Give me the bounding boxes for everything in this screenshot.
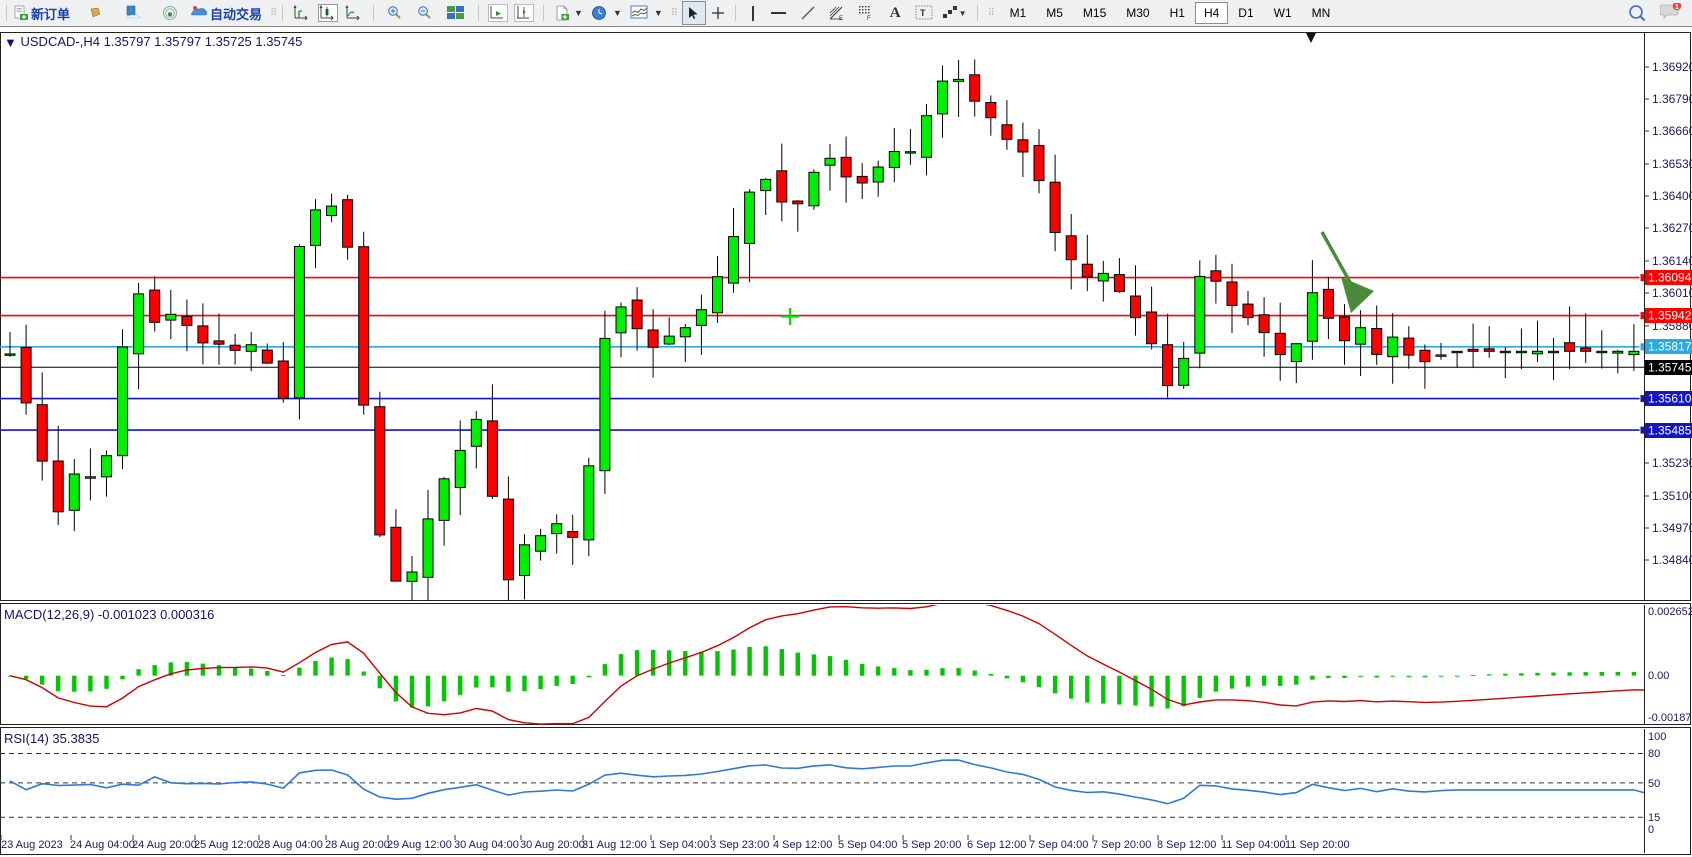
svg-text:6 Sep 12:00: 6 Sep 12:00 <box>967 839 1026 851</box>
svg-text:24 Aug 04:00: 24 Aug 04:00 <box>70 839 135 851</box>
svg-text:-0.001879: -0.001879 <box>1648 712 1692 724</box>
svg-text:11 Sep 20:00: 11 Sep 20:00 <box>1285 839 1350 851</box>
svg-text:24 Aug 20:00: 24 Aug 20:00 <box>132 839 197 851</box>
svg-text:1.34840: 1.34840 <box>1652 553 1692 567</box>
svg-text:1.36790: 1.36790 <box>1652 92 1692 106</box>
svg-text:1.36530: 1.36530 <box>1652 157 1692 171</box>
svg-text:0.002652: 0.002652 <box>1648 606 1692 618</box>
svg-text:1.36400: 1.36400 <box>1652 189 1692 203</box>
svg-text:23 Aug 2023: 23 Aug 2023 <box>1 839 63 851</box>
svg-text:31 Aug 12:00: 31 Aug 12:00 <box>582 839 647 851</box>
svg-text:28 Aug 04:00: 28 Aug 04:00 <box>258 839 323 851</box>
svg-text:4 Sep 12:00: 4 Sep 12:00 <box>773 839 832 851</box>
svg-text:100: 100 <box>1648 731 1666 743</box>
svg-text:15: 15 <box>1648 812 1660 824</box>
svg-text:1.35230: 1.35230 <box>1652 456 1692 470</box>
svg-text:1.35610: 1.35610 <box>1648 392 1692 406</box>
svg-text:7 Sep 20:00: 7 Sep 20:00 <box>1092 839 1151 851</box>
svg-text:1.35745: 1.35745 <box>1648 361 1692 375</box>
svg-text:0: 0 <box>1648 824 1654 836</box>
svg-text:8 Sep 12:00: 8 Sep 12:00 <box>1157 839 1216 851</box>
svg-text:1.36010: 1.36010 <box>1652 286 1692 300</box>
svg-text:1.36660: 1.36660 <box>1652 124 1692 138</box>
svg-text:1.36270: 1.36270 <box>1652 221 1692 235</box>
svg-text:30 Aug 04:00: 30 Aug 04:00 <box>454 839 519 851</box>
svg-text:1 Sep 04:00: 1 Sep 04:00 <box>650 839 709 851</box>
svg-text:28 Aug 20:00: 28 Aug 20:00 <box>325 839 390 851</box>
svg-text:1.36094: 1.36094 <box>1648 271 1692 285</box>
svg-text:1.36140: 1.36140 <box>1652 254 1692 268</box>
svg-text:1.34970: 1.34970 <box>1652 521 1692 535</box>
svg-text:50: 50 <box>1648 778 1660 790</box>
svg-text:80: 80 <box>1648 748 1660 760</box>
svg-text:0.00: 0.00 <box>1648 670 1669 682</box>
svg-text:3 Sep 23:00: 3 Sep 23:00 <box>710 839 769 851</box>
svg-text:1.36920: 1.36920 <box>1652 60 1692 74</box>
svg-text:1.35485: 1.35485 <box>1648 424 1692 438</box>
svg-text:1.35817: 1.35817 <box>1648 340 1692 354</box>
svg-text:29 Aug 12:00: 29 Aug 12:00 <box>387 839 452 851</box>
svg-text:1.35942: 1.35942 <box>1648 309 1692 323</box>
svg-text:7 Sep 04:00: 7 Sep 04:00 <box>1029 839 1088 851</box>
svg-text:5 Sep 04:00: 5 Sep 04:00 <box>838 839 897 851</box>
svg-text:30 Aug 20:00: 30 Aug 20:00 <box>520 839 585 851</box>
svg-text:5 Sep 20:00: 5 Sep 20:00 <box>902 839 961 851</box>
svg-text:25 Aug 12:00: 25 Aug 12:00 <box>194 839 259 851</box>
svg-text:11 Sep 04:00: 11 Sep 04:00 <box>1221 839 1286 851</box>
svg-text:1.35100: 1.35100 <box>1652 489 1692 503</box>
